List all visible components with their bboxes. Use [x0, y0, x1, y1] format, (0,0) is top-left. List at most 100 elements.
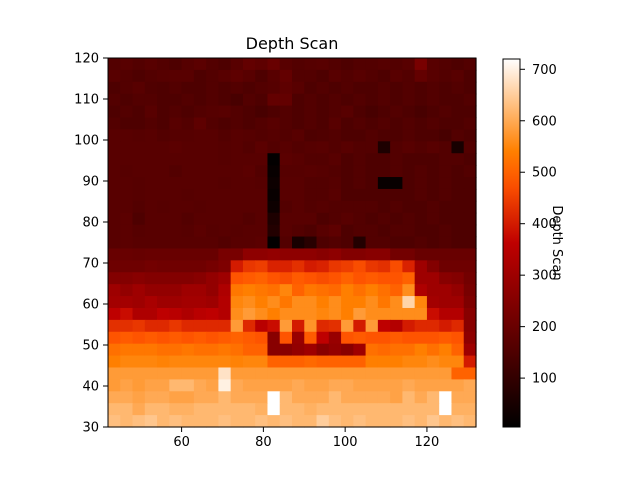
heatmap-cell	[267, 188, 281, 202]
heatmap-cell	[206, 69, 219, 83]
heatmap-cell	[193, 105, 207, 119]
heatmap-cell	[267, 165, 281, 178]
heatmap-cell	[390, 236, 403, 250]
heatmap-cell	[304, 224, 318, 238]
heatmap-cell	[193, 188, 207, 202]
heatmap-cell	[451, 165, 465, 178]
heatmap-cell	[193, 355, 207, 369]
heatmap-cell	[390, 105, 403, 119]
heatmap-cell	[230, 81, 244, 95]
heatmap-cell	[108, 379, 121, 392]
heatmap-cell	[414, 391, 428, 404]
heatmap-cell	[169, 343, 183, 357]
heatmap-cell	[463, 415, 477, 428]
heatmap-cell	[316, 248, 330, 261]
heatmap-cell	[365, 284, 379, 297]
heatmap-cell	[439, 331, 453, 345]
heatmap-cell	[328, 58, 342, 71]
heatmap-cell	[365, 343, 379, 357]
heatmap-cell	[230, 260, 244, 273]
y-tick-label: 50	[82, 339, 99, 354]
heatmap-cell	[353, 355, 367, 369]
heatmap-cell	[439, 153, 453, 166]
heatmap-cell	[242, 319, 256, 333]
heatmap-cell	[439, 117, 453, 131]
x-axis: 60 80 100 120	[173, 427, 439, 450]
heatmap-cell	[426, 248, 440, 261]
heatmap-cell	[402, 212, 416, 226]
heatmap-cell	[132, 272, 146, 285]
heatmap-cell	[365, 379, 379, 392]
heatmap-cell	[218, 81, 232, 95]
heatmap-cell	[108, 188, 121, 202]
heatmap-cell	[120, 58, 134, 71]
heatmap-cell	[279, 224, 293, 238]
heatmap-cell	[463, 260, 477, 273]
heatmap-cell	[451, 105, 465, 119]
heatmap-cell	[144, 403, 158, 416]
heatmap-cell	[426, 415, 440, 428]
heatmap-cell	[402, 272, 416, 285]
heatmap-cell	[181, 319, 195, 333]
heatmap-cell	[230, 307, 244, 321]
heatmap-cell	[292, 379, 305, 392]
heatmap-cell	[157, 69, 170, 83]
heatmap-cell	[365, 307, 379, 321]
heatmap-cell	[120, 331, 134, 345]
heatmap-cell	[426, 307, 440, 321]
heatmap-cell	[341, 165, 354, 178]
heatmap-cell	[255, 200, 269, 214]
heatmap-cell	[230, 331, 244, 345]
heatmap-cell	[414, 307, 428, 321]
heatmap-cell	[402, 69, 416, 83]
heatmap-cell	[279, 248, 293, 261]
heatmap-cell	[402, 319, 416, 333]
heatmap-cell	[132, 141, 146, 154]
heatmap-cell	[414, 367, 428, 380]
heatmap-cell	[132, 260, 146, 273]
heatmap-cell	[132, 200, 146, 214]
heatmap-cell	[108, 319, 121, 333]
heatmap-cell	[341, 296, 354, 309]
heatmap-cell	[242, 93, 256, 107]
heatmap-cell	[132, 391, 146, 404]
heatmap-cell	[132, 105, 146, 119]
heatmap-cell	[157, 93, 170, 107]
heatmap-cell	[377, 165, 391, 178]
heatmap-cell	[157, 367, 170, 380]
heatmap-cell	[279, 284, 293, 297]
heatmap-cell	[169, 177, 183, 190]
heatmap-cell	[157, 81, 170, 95]
heatmap-cell	[365, 141, 379, 154]
heatmap-cell	[292, 81, 305, 95]
heatmap-cell	[451, 141, 465, 154]
heatmap-cell	[353, 212, 367, 226]
heatmap-cell	[292, 367, 305, 380]
heatmap-cell	[242, 391, 256, 404]
heatmap-cell	[377, 105, 391, 119]
heatmap-cell	[169, 260, 183, 273]
heatmap-cell	[267, 272, 281, 285]
heatmap-cell	[451, 212, 465, 226]
heatmap-cell	[279, 296, 293, 309]
heatmap-cell	[426, 129, 440, 142]
heatmap-cell	[451, 58, 465, 71]
heatmap-cell	[120, 141, 134, 154]
heatmap-cell	[230, 153, 244, 166]
heatmap-cell	[292, 355, 305, 369]
heatmap-cell	[463, 367, 477, 380]
heatmap-cell	[304, 69, 318, 83]
heatmap-cell	[414, 331, 428, 345]
heatmap-cell	[377, 129, 391, 142]
heatmap-cell	[402, 391, 416, 404]
heatmap-cell	[267, 403, 281, 416]
heatmap-cell	[353, 391, 367, 404]
heatmap-cell	[193, 177, 207, 190]
heatmap-cell	[377, 93, 391, 107]
heatmap-cell	[341, 188, 354, 202]
heatmap-cell	[242, 177, 256, 190]
heatmap-cell	[377, 296, 391, 309]
heatmap-cell	[193, 153, 207, 166]
heatmap-cell	[108, 69, 121, 83]
heatmap-cell	[341, 236, 354, 250]
